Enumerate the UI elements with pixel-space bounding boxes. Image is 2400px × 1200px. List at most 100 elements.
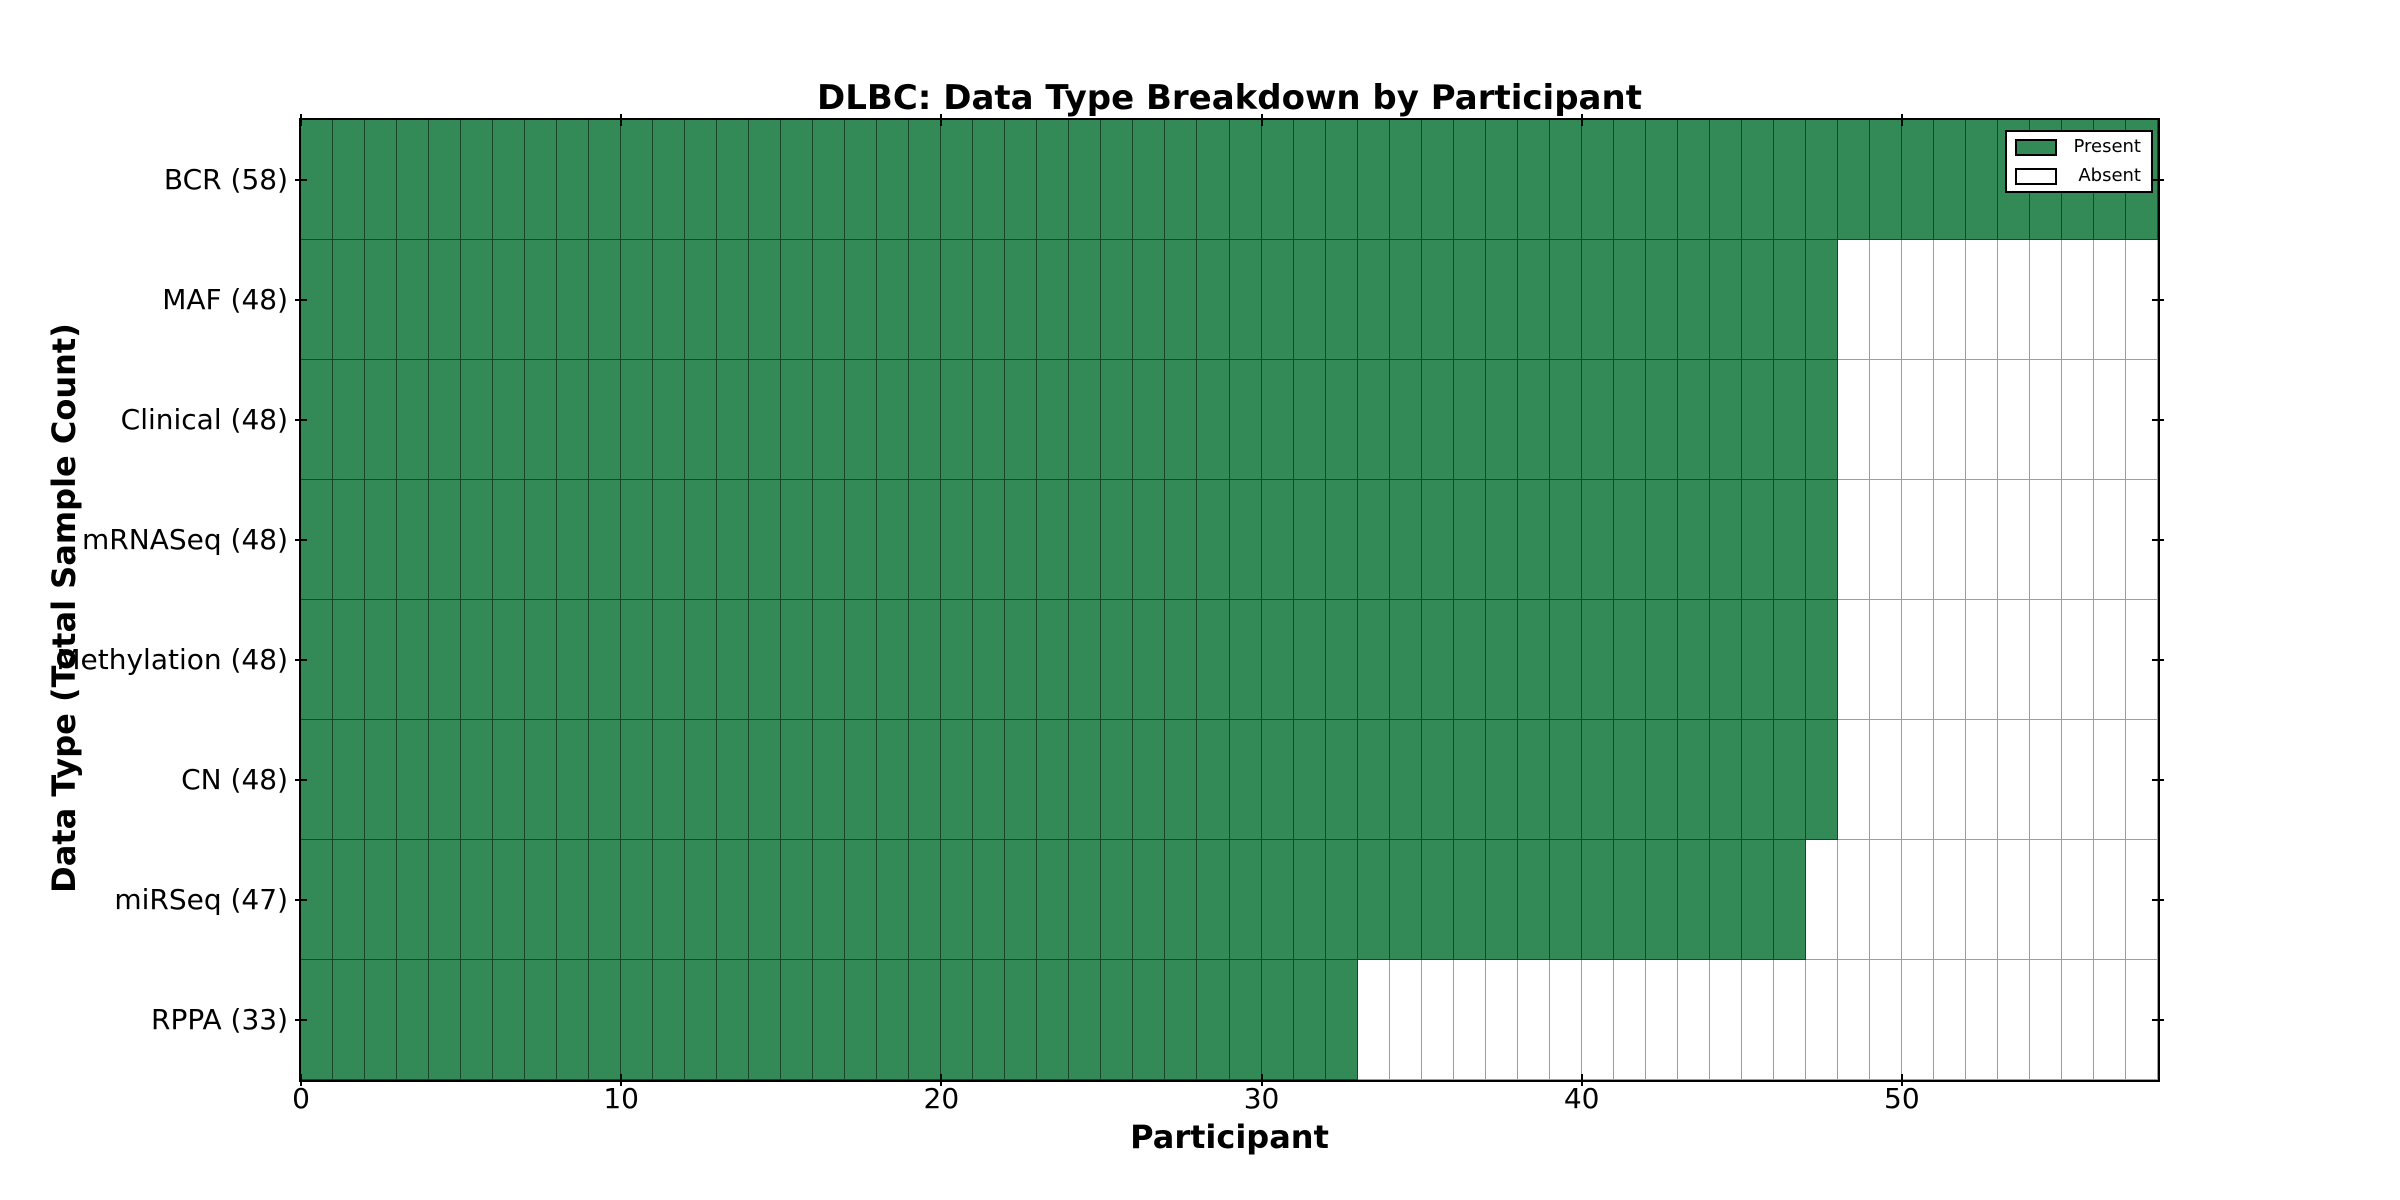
matrix-cell bbox=[1933, 960, 1966, 1080]
matrix-row-mRNASeq bbox=[301, 480, 2158, 600]
matrix-cell bbox=[1101, 840, 1134, 960]
matrix-cell bbox=[1037, 960, 1070, 1080]
matrix-cell bbox=[1357, 840, 1390, 960]
x-tick-label: 0 bbox=[292, 1082, 310, 1115]
matrix-cell bbox=[525, 840, 558, 960]
matrix-cell bbox=[1805, 240, 1838, 360]
matrix-cell bbox=[1581, 480, 1614, 600]
matrix-cell bbox=[1133, 720, 1166, 840]
matrix-cell bbox=[1229, 720, 1262, 840]
matrix-cell bbox=[1677, 360, 1710, 480]
matrix-cell bbox=[461, 360, 494, 480]
matrix-cell bbox=[1485, 720, 1518, 840]
matrix-cell bbox=[845, 120, 878, 240]
matrix-cell bbox=[397, 240, 430, 360]
matrix-cell bbox=[717, 240, 750, 360]
matrix-cell bbox=[1325, 960, 1358, 1080]
present-swatch-icon bbox=[2015, 138, 2057, 156]
matrix-cell bbox=[973, 360, 1006, 480]
matrix-cell bbox=[1133, 240, 1166, 360]
matrix-cell bbox=[1325, 120, 1358, 240]
matrix-cell bbox=[621, 240, 654, 360]
matrix-cell bbox=[429, 360, 462, 480]
matrix-cell bbox=[1901, 360, 1934, 480]
matrix-cell bbox=[973, 720, 1006, 840]
legend: Present Absent bbox=[2005, 130, 2153, 193]
matrix-cell bbox=[685, 840, 718, 960]
matrix-cell bbox=[589, 600, 622, 720]
matrix-cell bbox=[1805, 360, 1838, 480]
matrix-cell bbox=[2093, 480, 2126, 600]
matrix-cell bbox=[493, 240, 526, 360]
matrix-cell bbox=[1069, 720, 1102, 840]
matrix-cell bbox=[1421, 960, 1454, 1080]
y-tick-label-miRSeq: miRSeq (47) bbox=[114, 883, 288, 916]
matrix-cell bbox=[1261, 240, 1294, 360]
matrix-cell bbox=[2061, 720, 2094, 840]
matrix-cell bbox=[1421, 720, 1454, 840]
matrix-cell bbox=[333, 480, 366, 600]
matrix-cell bbox=[653, 960, 686, 1080]
matrix-cell bbox=[941, 120, 974, 240]
matrix-cell bbox=[1133, 960, 1166, 1080]
matrix-cell bbox=[1069, 840, 1102, 960]
matrix-cell bbox=[877, 840, 910, 960]
matrix-cell bbox=[1357, 480, 1390, 600]
matrix-cell bbox=[781, 720, 814, 840]
matrix-cell bbox=[1549, 600, 1582, 720]
matrix-cell bbox=[685, 480, 718, 600]
y-tick-mark bbox=[295, 1019, 307, 1021]
matrix-cell bbox=[1741, 720, 1774, 840]
matrix-cell bbox=[1517, 960, 1550, 1080]
matrix-cell bbox=[749, 720, 782, 840]
matrix-cell bbox=[1517, 120, 1550, 240]
matrix-cell bbox=[1101, 480, 1134, 600]
matrix-cell bbox=[2093, 720, 2126, 840]
matrix-cell bbox=[1229, 240, 1262, 360]
matrix-cell bbox=[1389, 240, 1422, 360]
matrix-row-miRSeq bbox=[301, 840, 2158, 960]
matrix-cell bbox=[1229, 960, 1262, 1080]
matrix-cell bbox=[333, 600, 366, 720]
matrix-cell bbox=[621, 120, 654, 240]
matrix-cell bbox=[877, 360, 910, 480]
matrix-cell bbox=[1037, 720, 1070, 840]
matrix-cell bbox=[941, 720, 974, 840]
matrix-cell bbox=[2061, 600, 2094, 720]
matrix-cell bbox=[1869, 600, 1902, 720]
matrix-cell bbox=[365, 720, 398, 840]
matrix-row-BCR bbox=[301, 120, 2158, 240]
matrix-cell bbox=[1581, 360, 1614, 480]
matrix-cell bbox=[493, 120, 526, 240]
matrix-cell bbox=[1485, 840, 1518, 960]
x-tick-mark bbox=[300, 114, 302, 126]
matrix-cell bbox=[1933, 120, 1966, 240]
matrix-cell bbox=[2093, 600, 2126, 720]
y-tick-label-mRNASeq: mRNASeq (48) bbox=[82, 523, 288, 556]
matrix-cell bbox=[2029, 960, 2062, 1080]
matrix-cell bbox=[557, 960, 590, 1080]
matrix-cell bbox=[813, 240, 846, 360]
matrix-cell bbox=[1165, 600, 1198, 720]
matrix-cell bbox=[845, 480, 878, 600]
matrix-cell bbox=[429, 720, 462, 840]
matrix-cell bbox=[1069, 240, 1102, 360]
matrix-cell bbox=[781, 960, 814, 1080]
matrix-cell bbox=[1933, 720, 1966, 840]
matrix-cell bbox=[1677, 720, 1710, 840]
x-tick-mark bbox=[620, 1074, 623, 1086]
matrix-cell bbox=[653, 480, 686, 600]
matrix-cell bbox=[1869, 840, 1902, 960]
matrix-cell bbox=[1005, 840, 1038, 960]
matrix-cell bbox=[1517, 840, 1550, 960]
matrix-cell bbox=[365, 840, 398, 960]
matrix-cell bbox=[589, 960, 622, 1080]
matrix-cell bbox=[1581, 720, 1614, 840]
matrix-cell bbox=[1261, 960, 1294, 1080]
matrix-cell bbox=[1005, 360, 1038, 480]
matrix-cell bbox=[1869, 720, 1902, 840]
matrix-cell bbox=[1037, 240, 1070, 360]
x-tick-label: 20 bbox=[923, 1082, 960, 1115]
matrix-cell bbox=[2029, 240, 2062, 360]
